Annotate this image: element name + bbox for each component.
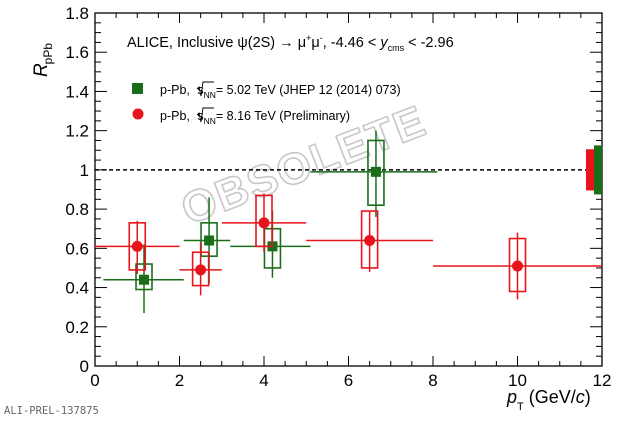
y-tick-label: 0.6 bbox=[65, 239, 89, 258]
legend-label-5tev: p-Pb, sNN= 5.02 TeV (JHEP 12 (2014) 073) bbox=[160, 83, 401, 100]
title-cms: cms bbox=[388, 43, 405, 53]
legend-label-8tev: p-Pb, sNN= 8.16 TeV (Preliminary) bbox=[160, 109, 350, 126]
xlabel-main: p bbox=[506, 387, 517, 407]
legend-sqrt-sign-2 bbox=[196, 107, 214, 123]
title-prefix: ALICE, Inclusive ψ(2S) → μ bbox=[127, 35, 306, 51]
title-range-start: , -4.46 < bbox=[323, 35, 381, 51]
sys-uncertainty-box bbox=[508, 237, 527, 293]
x-axis: 0 2 4 6 8 10 12 bbox=[90, 13, 611, 390]
y-axis: 0 0.2 0.4 0.6 0.8 1 1.2 1.4 1.6 1.8 bbox=[65, 4, 602, 376]
global-uncertainty-box bbox=[586, 149, 594, 191]
y-tick-label: 1.4 bbox=[65, 82, 89, 101]
y-tick-label: 0 bbox=[80, 357, 89, 376]
y-tick-label: 1.2 bbox=[65, 122, 89, 141]
legend: p-Pb, sNN= 5.02 TeV (JHEP 12 (2014) 073)… bbox=[132, 81, 401, 126]
y-axis-label: RpPb bbox=[31, 43, 55, 77]
ylabel-main: R bbox=[31, 63, 52, 77]
corner-label: ALI-PREL-137875 bbox=[4, 405, 99, 417]
xlabel-sub: T bbox=[517, 401, 524, 413]
sys-uncertainty-box bbox=[135, 263, 153, 291]
global-uncertainty-boxes bbox=[586, 145, 602, 195]
legend-5tev-s: s bbox=[197, 83, 203, 97]
sys-uncertainty-box bbox=[128, 222, 147, 271]
x-axis-label: pT (GeV/c) bbox=[506, 387, 591, 413]
title-minus: - bbox=[320, 33, 323, 43]
data-series bbox=[95, 130, 602, 314]
sys-uncertainty-box bbox=[360, 210, 379, 269]
x-tick-label: 12 bbox=[593, 371, 612, 390]
xlabel-unit-close: ) bbox=[585, 387, 591, 407]
title-y: y bbox=[379, 35, 388, 51]
sys-uncertainty-box bbox=[367, 139, 385, 206]
y-tick-label: 1 bbox=[80, 161, 89, 180]
title-plus: + bbox=[306, 33, 311, 43]
legend-sqrt-sign-1 bbox=[196, 81, 214, 97]
y-tick-label: 0.8 bbox=[65, 200, 89, 219]
global-uncertainty-box bbox=[594, 145, 602, 195]
xlabel-unit-c: c bbox=[576, 387, 585, 407]
legend-8tev-pre: p-Pb, bbox=[160, 109, 193, 123]
x-tick-label: 4 bbox=[259, 371, 268, 390]
svg-text:RpPb: RpPb bbox=[31, 43, 55, 77]
sys-uncertainty-box bbox=[255, 194, 273, 248]
series-1 bbox=[95, 193, 602, 300]
sys-uncertainty-box bbox=[191, 251, 210, 287]
legend-5tev-post: = 5.02 TeV (JHEP 12 (2014) 073) bbox=[216, 83, 401, 97]
y-tick-label: 1.8 bbox=[65, 4, 89, 23]
data-point-square bbox=[139, 274, 150, 285]
x-tick-label: 6 bbox=[344, 371, 353, 390]
ylabel-sub: pPb bbox=[41, 43, 55, 65]
chart-title: ALICE, Inclusive ψ(2S) → μ+μ-, -4.46 < y… bbox=[127, 33, 454, 53]
data-point-circle bbox=[195, 264, 207, 276]
x-tick-label: 10 bbox=[508, 371, 527, 390]
legend-marker-green-square bbox=[132, 83, 143, 94]
y-tick-label: 1.6 bbox=[65, 43, 89, 62]
xlabel-unit-open: (GeV/ bbox=[524, 387, 576, 407]
legend-5tev-nn: NN bbox=[204, 90, 216, 100]
data-point-circle bbox=[364, 234, 376, 246]
title-mu2: μ bbox=[311, 35, 319, 51]
legend-8tev-post: = 8.16 TeV (Preliminary) bbox=[216, 109, 350, 123]
plot-frame bbox=[94, 12, 603, 367]
title-range-end: < -2.96 bbox=[404, 35, 454, 51]
data-point-square bbox=[370, 166, 381, 177]
x-tick-label: 8 bbox=[428, 371, 437, 390]
data-point-square bbox=[204, 235, 215, 246]
legend-5tev-pre: p-Pb, bbox=[160, 83, 193, 97]
data-point-circle bbox=[131, 240, 143, 252]
x-tick-label: 2 bbox=[175, 371, 184, 390]
x-tick-label: 0 bbox=[90, 371, 99, 390]
legend-8tev-nn: NN bbox=[204, 116, 216, 126]
y-tick-label: 0.2 bbox=[65, 318, 89, 337]
data-point-circle bbox=[512, 260, 523, 272]
data-point-circle bbox=[258, 217, 270, 229]
y-tick-label: 0.4 bbox=[65, 279, 89, 298]
legend-8tev-s: s bbox=[197, 109, 203, 123]
legend-marker-red-circle bbox=[132, 108, 144, 120]
